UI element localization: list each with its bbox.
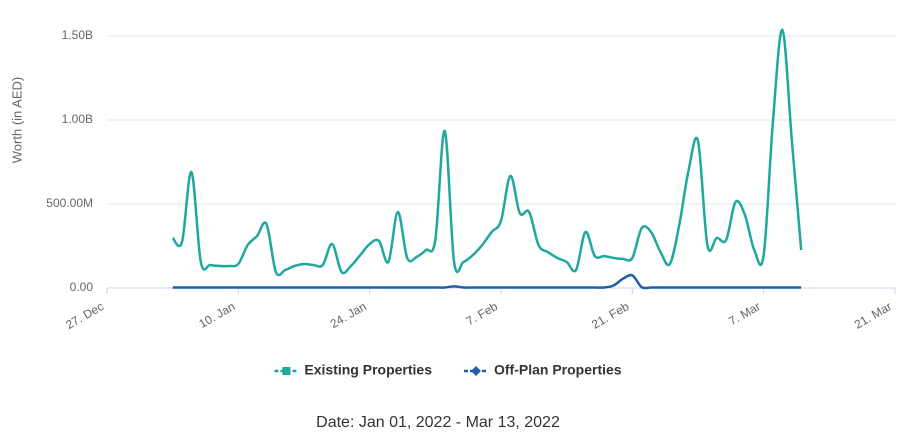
y-tick-label: 1.00B (62, 112, 93, 126)
x-tick-label: 24. Jan (328, 299, 369, 331)
x-tick-label: 27. Dec (63, 299, 106, 332)
series-line (171, 28, 803, 277)
y-tick-label: 0.00 (70, 280, 94, 294)
y-tick-label: 500.00M (46, 196, 93, 210)
series-line (172, 273, 802, 290)
x-tick-label: 7. Mar (726, 299, 762, 328)
x-tick-label: 21. Feb (589, 299, 632, 332)
x-tick-label: 21. Mar (852, 299, 894, 331)
legend-text: Existing Properties (304, 362, 432, 378)
legend-marker (282, 367, 291, 375)
legend-marker (471, 366, 481, 376)
chart-title: Date: Jan 01, 2022 - Mar 13, 2022 (316, 414, 560, 431)
legend-item: Off-Plan Properties (464, 362, 622, 378)
legend-item: Existing Properties (274, 362, 432, 378)
legend-text: Off-Plan Properties (494, 362, 622, 378)
x-tick-label: 7. Feb (464, 299, 501, 328)
y-tick-label: 1.50B (62, 28, 93, 42)
x-tick-label: 10. Jan (196, 299, 237, 331)
y-axis-title: Worth (in AED) (9, 77, 24, 163)
